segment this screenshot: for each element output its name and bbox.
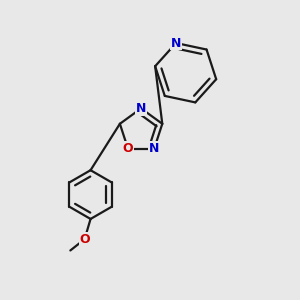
- Text: N: N: [136, 102, 146, 115]
- Text: O: O: [123, 142, 133, 155]
- Text: O: O: [79, 233, 90, 246]
- Text: N: N: [149, 142, 159, 155]
- Text: N: N: [171, 37, 181, 50]
